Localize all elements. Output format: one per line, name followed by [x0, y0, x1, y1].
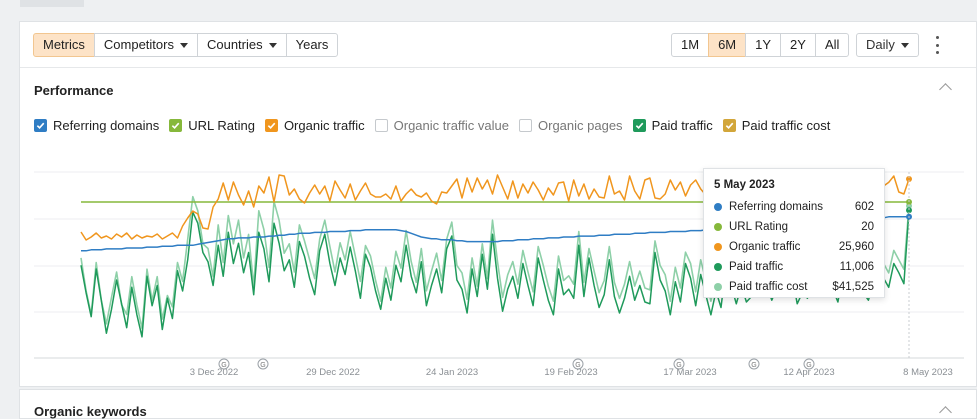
tooltip-rows: Referring domains 602 URL Rating 20 Organic …	[714, 197, 874, 297]
tooltip-row-label: Paid traffic	[729, 261, 784, 273]
svg-text:G: G	[575, 362, 580, 369]
organic-keywords-card: Organic keywords	[19, 389, 977, 419]
series-dot-icon	[714, 283, 722, 291]
legend-item[interactable]: Organic traffic value	[374, 118, 509, 133]
tooltip-row: URL Rating 20	[714, 217, 874, 237]
checkbox-unchecked-icon[interactable]	[374, 119, 388, 132]
x-tick-label: 17 Mar 2023	[663, 367, 716, 378]
checkbox-checked-icon[interactable]	[632, 119, 646, 132]
tooltip-row-value: 602	[854, 201, 874, 213]
range-label: 2Y	[790, 37, 806, 52]
legend-item-label: Paid traffic	[651, 118, 713, 133]
svg-text:G: G	[221, 362, 226, 369]
series-dot-icon	[714, 263, 722, 271]
tab-years-label: Years	[295, 37, 329, 52]
legend-item-label: Organic traffic	[283, 118, 365, 133]
hover-point	[906, 176, 912, 182]
interval-label: Daily	[866, 37, 895, 52]
google-update-marker-icon[interactable]: G	[218, 358, 230, 370]
range-1y-button[interactable]: 1Y	[745, 33, 782, 57]
legend-item[interactable]: Organic pages	[519, 118, 623, 133]
tab-competitors-label: Competitors	[103, 37, 174, 52]
toolbar: Metrics Competitors Countries Years 1M 6…	[20, 22, 976, 68]
chevron-down-icon	[900, 42, 909, 48]
tab-metrics-label: Metrics	[43, 37, 85, 52]
legend-item[interactable]: Referring domains	[34, 118, 159, 133]
top-tab-stub	[20, 0, 84, 7]
overview-card: Metrics Competitors Countries Years 1M 6…	[19, 21, 977, 387]
checkbox-unchecked-icon[interactable]	[519, 119, 532, 132]
view-tabs: Metrics Competitors Countries Years	[33, 33, 339, 57]
svg-text:G: G	[676, 362, 681, 369]
chevron-up-icon[interactable]	[939, 406, 952, 419]
tooltip-row-label: URL Rating	[729, 221, 789, 233]
range-6m-button[interactable]: 6M	[708, 33, 747, 57]
tab-competitors[interactable]: Competitors	[93, 33, 198, 57]
series-dot-icon	[714, 243, 722, 251]
x-tick-label: 8 May 2023	[903, 367, 953, 378]
tooltip-row-label: Paid traffic cost	[729, 281, 808, 293]
section-title-performance: Performance	[34, 83, 114, 98]
google-update-marker-icon[interactable]: G	[673, 358, 685, 370]
range-label: 1Y	[755, 37, 772, 52]
x-tick-label: 29 Dec 2022	[306, 367, 360, 378]
checkbox-checked-icon[interactable]	[722, 119, 736, 132]
checkbox-checked-icon[interactable]	[34, 119, 47, 132]
range-1m-button[interactable]: 1M	[671, 33, 710, 57]
series-dot-icon	[714, 203, 722, 211]
tab-countries[interactable]: Countries	[196, 33, 287, 57]
checkbox-checked-icon[interactable]	[169, 119, 183, 132]
x-tick-label: 12 Apr 2023	[783, 367, 834, 378]
x-tick-label: 3 Dec 2022	[190, 367, 239, 378]
tooltip-row: Paid traffic cost $41,525	[714, 277, 874, 297]
checkbox-checked-icon[interactable]	[264, 119, 278, 132]
chevron-down-icon	[179, 42, 188, 48]
tab-metrics[interactable]: Metrics	[33, 33, 95, 57]
metrics-legend: Referring domains URL Rating Organic traff…	[34, 118, 840, 133]
svg-text:G: G	[751, 362, 756, 369]
legend-item-label: Referring domains	[53, 118, 160, 133]
tooltip-row: Referring domains 602	[714, 197, 874, 217]
x-tick-label: 19 Feb 2023	[544, 367, 597, 378]
range-label: 6M	[718, 37, 737, 52]
legend-item[interactable]: Paid traffic	[632, 118, 713, 133]
tooltip-row-label: Organic traffic	[729, 241, 801, 253]
tooltip-row-label: Referring domains	[729, 201, 823, 213]
tooltip-row: Paid traffic 11,006	[714, 257, 874, 277]
series-dot-icon	[714, 223, 722, 231]
more-options-icon[interactable]	[932, 36, 942, 54]
google-update-marker-icon[interactable]: G	[803, 358, 815, 370]
chevron-down-icon	[268, 42, 277, 48]
range-label: 1M	[681, 37, 700, 52]
chart-tooltip: 5 May 2023 Referring domains 602 URL Ratin…	[703, 168, 885, 298]
range-selector: 1M 6M 1Y 2Y All	[671, 33, 850, 57]
x-tick-label: 24 Jan 2023	[426, 367, 478, 378]
tooltip-row-value: 11,006	[839, 261, 874, 273]
range-label: All	[824, 37, 840, 52]
range-all-button[interactable]: All	[814, 33, 850, 57]
tooltip-row-value: 20	[861, 221, 874, 233]
google-update-marker-icon[interactable]: G	[572, 358, 584, 370]
tab-countries-label: Countries	[206, 37, 263, 52]
legend-item[interactable]: Paid traffic cost	[722, 118, 831, 133]
tooltip-date: 5 May 2023	[714, 179, 775, 191]
legend-item-label: Organic traffic value	[393, 118, 509, 133]
legend-item[interactable]: URL Rating	[169, 118, 255, 133]
legend-item-label: URL Rating	[188, 118, 255, 133]
legend-item-label: Paid traffic cost	[741, 118, 831, 133]
google-update-marker-icon[interactable]: G	[257, 358, 269, 370]
range-2y-button[interactable]: 2Y	[780, 33, 816, 57]
svg-text:G: G	[806, 362, 811, 369]
tooltip-row: Organic traffic 25,960	[714, 237, 874, 257]
legend-item-label: Organic pages	[538, 118, 623, 133]
svg-text:G: G	[260, 362, 265, 369]
tooltip-row-value: $41,525	[832, 281, 874, 293]
legend-item[interactable]: Organic traffic	[264, 118, 365, 133]
google-update-marker-icon[interactable]: G	[748, 358, 760, 370]
chevron-up-icon[interactable]	[939, 83, 952, 96]
hover-point	[906, 207, 912, 214]
tab-years[interactable]: Years	[285, 33, 339, 57]
interval-dropdown[interactable]: Daily	[856, 33, 919, 57]
tooltip-row-value: 25,960	[838, 241, 874, 253]
